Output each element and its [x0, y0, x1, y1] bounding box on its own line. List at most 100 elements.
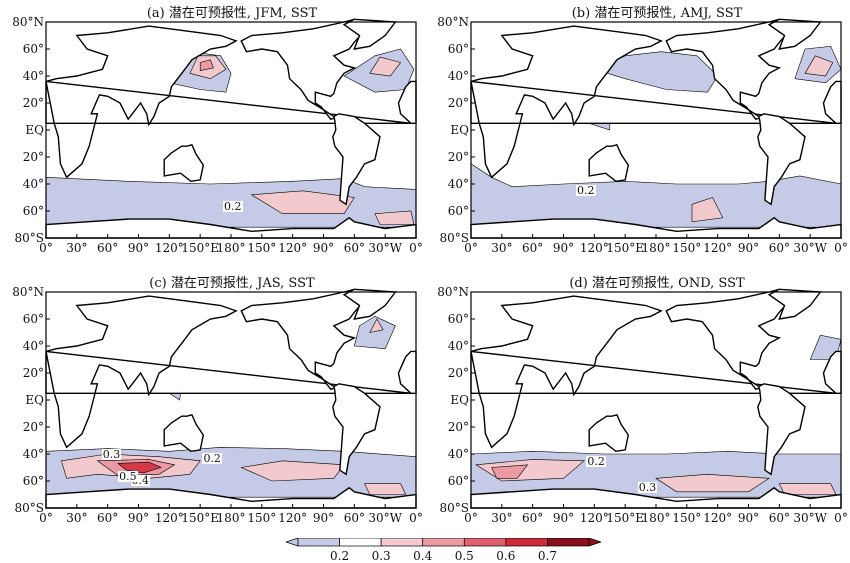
coastline [45, 216, 417, 239]
panel-a: (a) 潜在可预报性, JFM, SST 80°N 60° 40° 20° EQ 20° 4… [0, 0, 425, 270]
predictability-contour-mid [804, 55, 834, 77]
colorbar-segment [547, 538, 590, 547]
lon-tick-label: 90° [737, 241, 760, 255]
lon-tick-label: 30°W [793, 511, 827, 525]
lon-tick-label: 60° [768, 511, 790, 525]
lon-tick-label: 0° [39, 241, 53, 255]
lon-tick-label: 150° [247, 241, 277, 255]
coastline [588, 143, 630, 183]
lat-tick-label: 60° [22, 312, 44, 326]
coastline [332, 113, 381, 206]
lat-tick-label: 80°N [12, 15, 44, 29]
lon-tick-label: 150°E [606, 511, 644, 525]
map-c [45, 288, 417, 509]
lon-tick-label: 90° [312, 511, 335, 525]
lon-tick-label: 90° [552, 511, 575, 525]
lat-tick-label: 60° [22, 204, 44, 218]
lat-tick-label: 60° [447, 474, 469, 488]
lat-tick-label: 20° [447, 366, 469, 380]
coastline [470, 25, 836, 179]
lat-tick-label: 20° [22, 150, 44, 164]
lon-tick-label: 30°W [368, 241, 402, 255]
lon-tick-label: 150° [672, 241, 702, 255]
colorbar-segment [463, 538, 507, 547]
coastline [163, 413, 205, 453]
lon-tick-label: 60° [522, 241, 544, 255]
coastline [470, 486, 842, 509]
lat-tick-label: 80°S [439, 501, 470, 515]
lat-tick-label: 40° [22, 339, 44, 353]
predictability-contour-mid [374, 210, 415, 225]
lon-tick-label: 150°E [181, 511, 219, 525]
lon-tick-label: 30° [491, 241, 513, 255]
predictability-contour-mid [778, 483, 837, 495]
lon-tick-label: 0° [39, 511, 53, 525]
lat-tick-label: 60° [447, 312, 469, 326]
lat-tick-label: EQ [25, 123, 44, 137]
lat-tick-label: 80°N [437, 15, 469, 29]
panel-b: (b) 潜在可预报性, AMJ, SST 80°N 60° 40° 20° EQ 20° 4… [425, 0, 850, 270]
lon-tick-label: 0° [834, 511, 848, 525]
lon-tick-label: 120° [703, 241, 733, 255]
lon-tick-label: 180° [216, 511, 246, 525]
lat-tick-label: 60° [22, 474, 44, 488]
lat-tick-label: EQ [450, 393, 469, 407]
predictability-contour-top [117, 461, 162, 474]
colorbar-min-arrow [286, 538, 299, 547]
lon-tick-label: 120° [703, 511, 733, 525]
map-a [45, 18, 417, 239]
lon-tick-label: 30°W [368, 511, 402, 525]
lat-tick-label: EQ [25, 393, 44, 407]
lat-tick-label: 20° [447, 150, 469, 164]
predictability-contour-low [353, 315, 396, 350]
colorbar-segment [339, 538, 382, 547]
colorbar-max-arrow [588, 538, 601, 547]
lat-tick-label: 60° [447, 204, 469, 218]
lat-tick-label: 20° [447, 420, 469, 434]
lon-tick-label: 90° [127, 241, 150, 255]
lat-tick-label: 40° [22, 69, 44, 83]
colorbar-segment [380, 538, 424, 547]
lon-tick-label: 120° [154, 511, 184, 525]
panel-title: (c) 潜在可预报性, JAS, SST [149, 276, 315, 291]
lon-tick-label: 0° [464, 241, 478, 255]
map-d [470, 288, 842, 509]
lon-tick-label: 60° [97, 511, 119, 525]
predictability-contour-mid [240, 460, 345, 482]
contour-label: 0.3 [637, 480, 658, 494]
predictability-contour-high [199, 59, 214, 71]
lon-tick-label: 90° [312, 241, 335, 255]
coastline [767, 288, 822, 320]
lat-tick-label: 20° [22, 366, 44, 380]
lat-tick-label: 20° [22, 420, 44, 434]
lon-tick-label: 120° [278, 241, 308, 255]
coastline [470, 216, 842, 239]
lat-tick-label: 40° [447, 69, 469, 83]
coastline [163, 143, 205, 183]
contour-label: 0.3 [101, 448, 122, 462]
coastline [757, 113, 806, 206]
lon-tick-label: 90° [552, 241, 575, 255]
lon-tick-label: 0° [834, 241, 848, 255]
contour-label: 0.2 [576, 183, 596, 197]
lon-tick-label: 180° [641, 511, 671, 525]
contour-label: 0.2 [202, 452, 222, 466]
lat-tick-label: 80°S [14, 501, 45, 515]
predictability-contour-high [491, 464, 529, 479]
lon-tick-label: 30° [66, 241, 88, 255]
lon-tick-label: 120° [579, 241, 609, 255]
colorbar-tick-label: 0.4 [413, 549, 433, 563]
colorbar-tick-label: 0.2 [330, 549, 350, 563]
lon-tick-label: 150° [247, 511, 277, 525]
lon-tick-label: 150°E [606, 241, 644, 255]
coastline [45, 486, 417, 509]
lat-tick-label: 80°N [12, 285, 44, 299]
predictability-contour-mid [655, 473, 771, 493]
lon-tick-label: 0° [409, 511, 423, 525]
colorbar-segment [422, 538, 465, 547]
coastline [342, 18, 397, 50]
lat-tick-label: 80°S [439, 231, 470, 245]
predictability-contour-mid [250, 190, 355, 214]
colorbar-tick-label: 0.3 [371, 549, 391, 563]
contour-label: 0.2 [223, 199, 243, 213]
